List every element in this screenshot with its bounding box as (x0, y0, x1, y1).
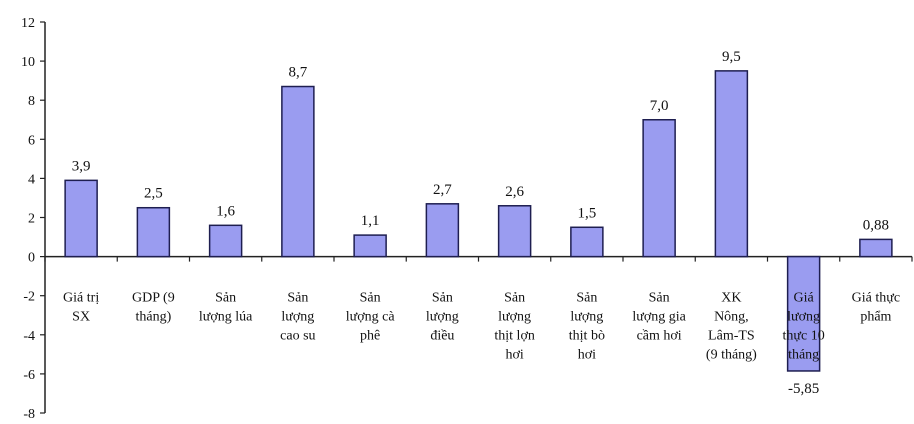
data-label: 1,6 (216, 203, 235, 219)
data-label: 2,7 (433, 182, 452, 198)
y-tick-label: 6 (28, 133, 35, 148)
category-label: Sản lượng thịt lợn hơi (494, 291, 534, 363)
bar-10 (714, 70, 749, 258)
category-label: Sản lượng cà phê (346, 291, 396, 344)
category-label: Sản lượng điều (426, 291, 459, 344)
y-tick-label: -6 (23, 368, 35, 383)
y-tick-label: 8 (28, 94, 35, 109)
data-label: 1,5 (578, 205, 597, 221)
y-tick-label: 0 (28, 251, 35, 266)
category-label: Giá thực phẩm (852, 291, 900, 325)
category-label: XK Nông, Lâm-TS (9 tháng) (706, 291, 757, 363)
data-label: 3,9 (72, 158, 91, 174)
category-label: Sản lượng gia cầm hơi (632, 291, 686, 344)
data-label: 2,5 (144, 186, 163, 202)
y-tick-label: -4 (23, 329, 35, 344)
bar-2 (136, 206, 171, 258)
data-label: 1,1 (361, 213, 380, 229)
bar-12 (859, 238, 893, 258)
y-tick-label: 10 (21, 55, 35, 70)
data-label: -5,85 (788, 381, 819, 397)
data-label: 0,88 (863, 217, 889, 233)
bar-5 (353, 234, 387, 258)
bar-7 (497, 205, 532, 258)
bar-9 (642, 119, 676, 258)
bar-11 (786, 255, 821, 372)
bar-6 (425, 203, 460, 258)
y-tick-label: -8 (23, 407, 35, 422)
category-label: Sản lượng cao su (280, 291, 315, 344)
chart-bars (64, 70, 893, 372)
bar-8 (570, 226, 604, 258)
data-label: 7,0 (650, 98, 669, 114)
bar-3 (208, 224, 243, 258)
bar-4 (281, 85, 315, 258)
chart-labels: 3,9 2,5 1,6 8,7 1,1 2,7 2,6 1,5 7,0 9,5 -5,85 0,88 G… (63, 49, 900, 397)
category-label: Sản lượng thịt bò hơi (569, 291, 605, 363)
y-tick-label: 12 (21, 16, 35, 31)
category-label: GDP (9 tháng) (132, 291, 175, 325)
data-label: 8,7 (289, 65, 308, 81)
category-label: Giá lương thực 10 tháng (783, 291, 825, 363)
category-label: Giá trị SX (63, 291, 99, 325)
y-tick-label: -2 (23, 290, 35, 305)
y-tick-label: 4 (28, 172, 35, 187)
bar-1 (64, 179, 98, 258)
chart-axes: 12 10 8 6 4 2 0 -2 -4 -6 -8 (21, 16, 913, 422)
category-label: Sản lượng lúa (199, 291, 253, 325)
data-label: 9,5 (722, 49, 741, 65)
y-tick-label: 2 (28, 212, 35, 227)
data-label: 2,6 (505, 184, 524, 200)
